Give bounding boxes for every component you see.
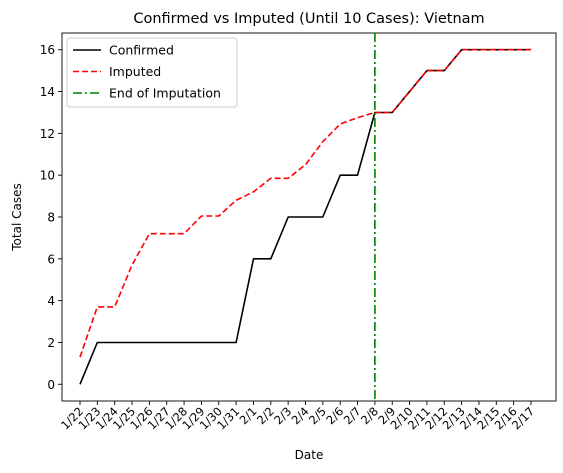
y-tick-label: 10 xyxy=(40,169,55,183)
y-tick-label: 16 xyxy=(40,43,55,57)
y-tick-label: 14 xyxy=(40,85,55,99)
legend-label-end-of-imputation: End of Imputation xyxy=(109,86,221,101)
y-tick-label: 12 xyxy=(40,127,55,141)
y-axis: 0 2 4 6 8 10 12 14 16 xyxy=(40,43,62,392)
legend-label-imputed: Imputed xyxy=(109,64,161,79)
series-line-imputed xyxy=(79,48,531,358)
x-axis-label: Date xyxy=(295,448,324,462)
legend-label-confirmed: Confirmed xyxy=(109,43,174,58)
y-axis-label: Total Cases xyxy=(10,183,24,251)
y-tick-label: 2 xyxy=(47,336,55,350)
y-tick-label: 8 xyxy=(47,211,55,225)
chart-title: Confirmed vs Imputed (Until 10 Cases): V… xyxy=(133,11,484,27)
x-axis: 1/221/231/241/251/261/271/281/291/301/31… xyxy=(58,401,537,432)
y-tick-label: 4 xyxy=(47,294,55,308)
series-line-confirmed xyxy=(79,48,531,385)
series-lines xyxy=(79,33,531,401)
legend-box xyxy=(66,37,238,108)
y-tick-label: 6 xyxy=(47,252,55,266)
y-tick-label: 0 xyxy=(47,378,55,392)
legend: Confirmed Imputed End of Imputation xyxy=(66,37,238,108)
